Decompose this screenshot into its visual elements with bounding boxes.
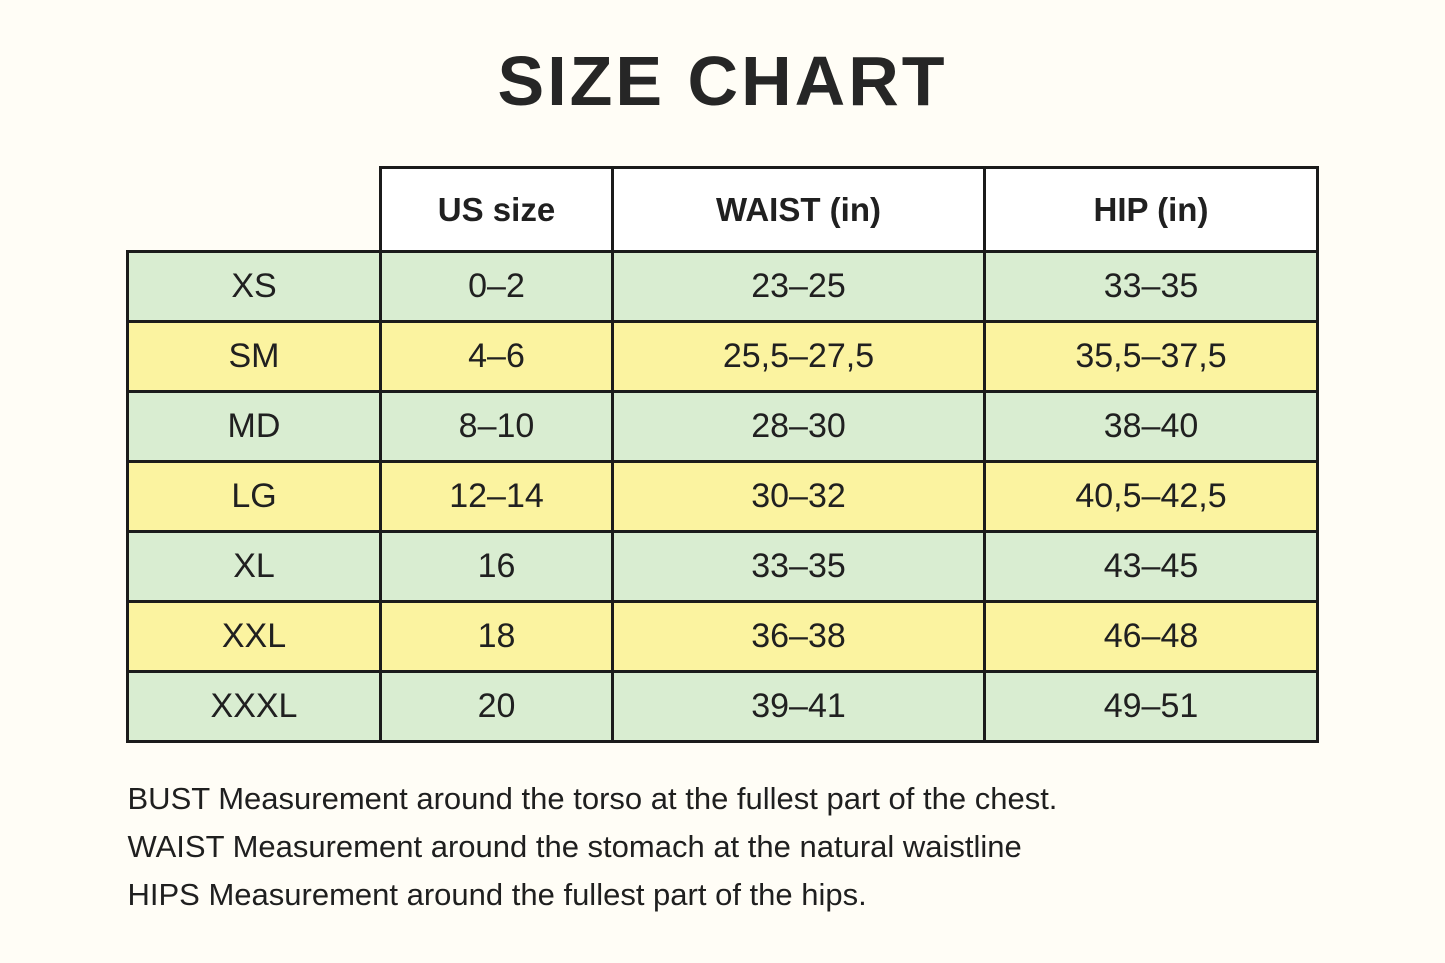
column-header-us-size: US size [379,166,614,253]
size-cell: SM [126,320,382,393]
note-bust: BUST Measurement around the torso at the… [127,781,1058,816]
note-waist: WAIST Measurement around the stomach at … [127,829,1022,864]
note-hips: HIPS Measurement around the fullest part… [127,877,867,912]
hip-cell: 35,5–37,5 [983,320,1319,393]
size-cell: XS [126,250,382,323]
hip-cell: 46–48 [983,600,1319,673]
table-row: MD 8–10 28–30 38–40 [126,390,1319,463]
size-cell: XL [126,530,382,603]
size-cell: XXL [126,600,382,673]
waist-cell: 23–25 [611,250,986,323]
waist-cell: 30–32 [611,460,986,533]
hip-cell: 40,5–42,5 [983,460,1319,533]
waist-cell: 25,5–27,5 [611,320,986,393]
size-cell: LG [126,460,382,533]
waist-cell: 33–35 [611,530,986,603]
hip-cell: 33–35 [983,250,1319,323]
table-row: XS 0–2 23–25 33–35 [126,250,1319,323]
table-row: XXXL 20 39–41 49–51 [126,670,1319,743]
us-size-cell: 8–10 [379,390,614,463]
table-row: XL 16 33–35 43–45 [126,530,1319,603]
size-chart-table: US size WAIST (in) HIP (in) XS 0–2 23–25… [126,166,1319,743]
table-row: SM 4–6 25,5–27,5 35,5–37,5 [126,320,1319,393]
column-header-empty [128,168,381,252]
size-cell: MD [126,390,382,463]
us-size-cell: 18 [379,600,614,673]
column-header-waist: WAIST (in) [611,166,986,253]
us-size-cell: 0–2 [379,250,614,323]
hip-cell: 38–40 [983,390,1319,463]
table-row: XXL 18 36–38 46–48 [126,600,1319,673]
waist-cell: 39–41 [611,670,986,743]
page-title: SIZE CHART [497,42,948,120]
size-cell: XXXL [126,670,382,743]
us-size-cell: 16 [379,530,614,603]
us-size-cell: 20 [379,670,614,743]
measurement-notes: BUST Measurement around the torso at the… [128,775,1318,919]
header-row: US size WAIST (in) HIP (in) [128,166,1319,253]
size-table-body: XS 0–2 23–25 33–35 SM 4–6 25,5–27,5 35,5… [126,250,1319,743]
table-header: US size WAIST (in) HIP (in) [128,166,1319,253]
hip-cell: 43–45 [983,530,1319,603]
us-size-cell: 12–14 [379,460,614,533]
waist-cell: 28–30 [611,390,986,463]
waist-cell: 36–38 [611,600,986,673]
column-header-hip: HIP (in) [983,166,1319,253]
us-size-cell: 4–6 [379,320,614,393]
table-row: LG 12–14 30–32 40,5–42,5 [126,460,1319,533]
hip-cell: 49–51 [983,670,1319,743]
